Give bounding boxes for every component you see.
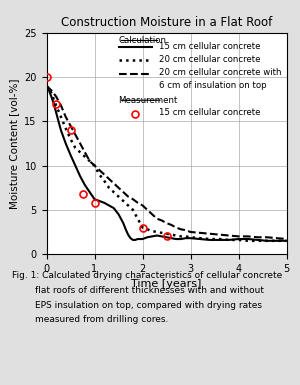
Title: Construction Moisture in a Flat Roof: Construction Moisture in a Flat Roof (61, 16, 272, 29)
Text: 15 cm cellular concrete: 15 cm cellular concrete (159, 42, 261, 50)
X-axis label: Time [years]: Time [years] (131, 280, 202, 290)
Text: Fig. 1: Calculated drying characteristics of cellular concrete: Fig. 1: Calculated drying characteristic… (12, 271, 282, 280)
Text: Measurement: Measurement (118, 96, 178, 105)
Y-axis label: Moisture Content [vol-%]: Moisture Content [vol-%] (9, 78, 19, 209)
Text: 15 cm cellular concrete: 15 cm cellular concrete (159, 108, 261, 117)
Text: EPS insulation on top, compared with drying rates: EPS insulation on top, compared with dry… (12, 301, 262, 310)
Text: 6 cm of insulation on top: 6 cm of insulation on top (159, 81, 267, 90)
Text: measured from drilling cores.: measured from drilling cores. (12, 315, 168, 324)
Text: 20 cm cellular concrete with: 20 cm cellular concrete with (159, 68, 282, 77)
Text: Calculation: Calculation (118, 36, 166, 45)
Text: flat roofs of different thicknesses with and without: flat roofs of different thicknesses with… (12, 286, 264, 295)
Text: 20 cm cellular concrete: 20 cm cellular concrete (159, 55, 261, 64)
